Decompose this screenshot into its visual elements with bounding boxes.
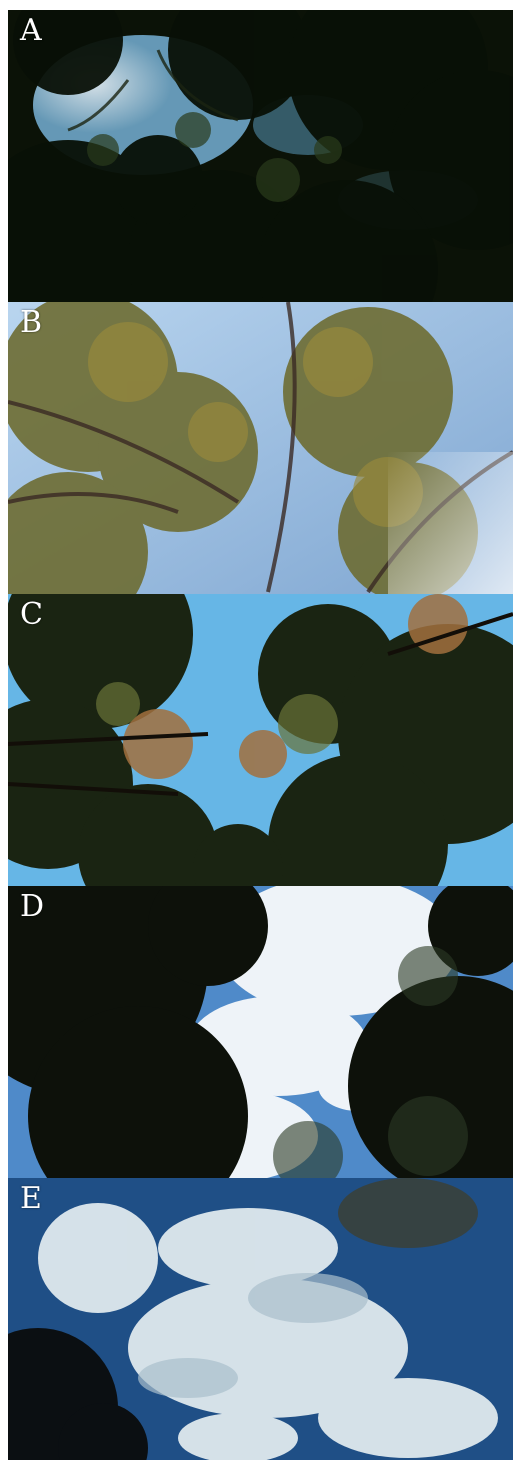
canopy-photo-a	[8, 10, 513, 302]
panel-label-b: B	[20, 305, 43, 340]
panel-label-d: D	[20, 889, 45, 924]
photo-panel-b: B	[8, 302, 513, 594]
canopy-photo-d	[8, 886, 513, 1178]
photo-panel-a: A	[8, 10, 513, 302]
panel-label-c: C	[20, 597, 43, 632]
photo-panel-e: E	[8, 1178, 513, 1460]
photo-panel-d: D	[8, 886, 513, 1178]
canopy-photo-b	[8, 302, 513, 594]
sky-photo-e	[8, 1178, 513, 1460]
panel-label-e: E	[20, 1181, 42, 1216]
photo-panel-c: C	[8, 594, 513, 886]
panel-label-a: A	[20, 13, 42, 48]
canopy-photo-c	[8, 594, 513, 886]
